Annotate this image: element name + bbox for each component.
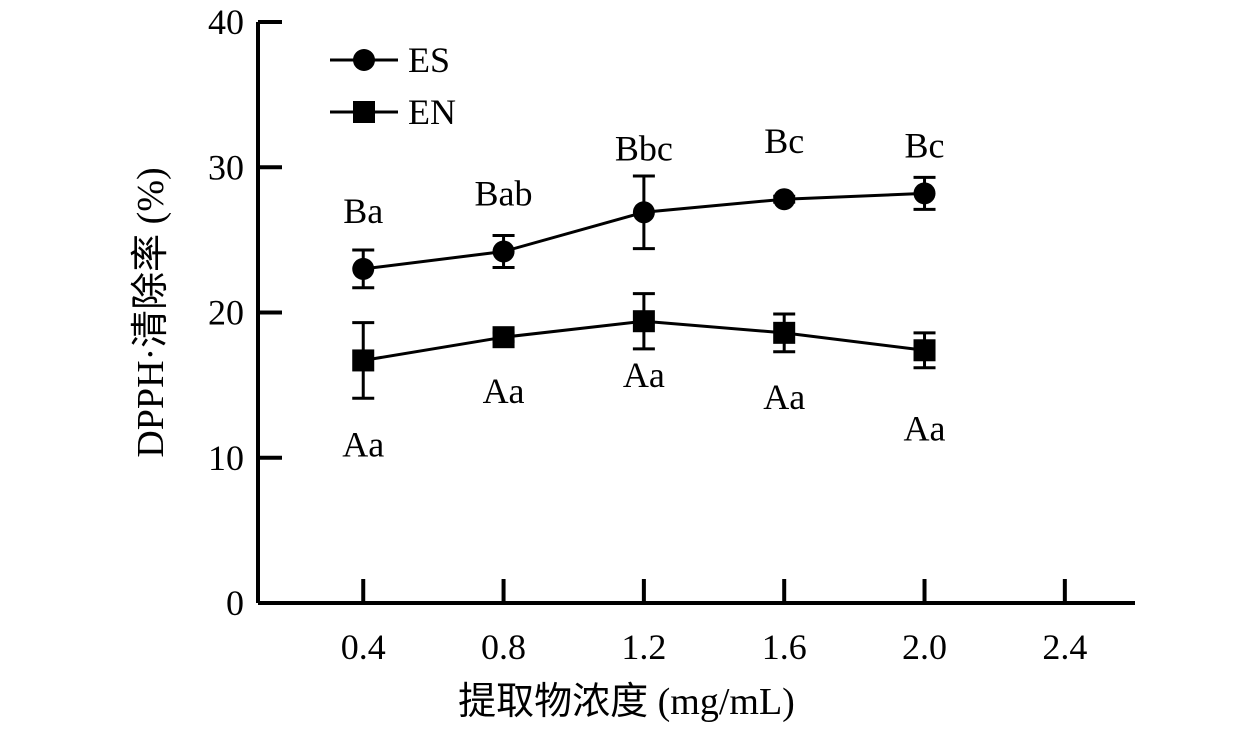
y-tick-label: 30 (208, 147, 244, 187)
series-layer: Ba Bab Bbc Bc Bc Aa Aa Aa Aa Aa (342, 121, 945, 464)
y-tick-label: 0 (226, 583, 244, 623)
y-axis-label: DPPH·清除率 (%) (130, 167, 172, 457)
x-tick-label: 1.6 (762, 627, 807, 667)
x-tick-label: 0.4 (341, 627, 386, 667)
data-point (492, 240, 515, 263)
legend-item-es: ES (330, 40, 450, 80)
legend-label: EN (408, 92, 456, 132)
y-tick-label: 20 (208, 293, 244, 333)
data-point (913, 182, 936, 205)
axes (256, 22, 1135, 605)
legend-label: ES (408, 40, 450, 80)
data-label: Aa (763, 377, 805, 417)
data-point (773, 321, 796, 344)
y-tick-label: 10 (208, 438, 244, 478)
x-tick-label: 2.0 (902, 627, 947, 667)
legend-item-en: EN (330, 92, 456, 132)
legend: ES EN (330, 40, 456, 132)
data-point (352, 349, 375, 372)
data-label: Bab (475, 173, 533, 213)
legend-marker-circle (353, 49, 375, 71)
data-point (352, 257, 375, 280)
data-label: Bc (764, 121, 804, 161)
y-ticks: 0 10 20 30 40 (208, 2, 282, 623)
data-label: Aa (342, 424, 384, 464)
data-point (913, 339, 936, 362)
data-label: Bbc (615, 128, 673, 168)
series-es: Ba Bab Bbc Bc Bc (343, 121, 945, 290)
data-label: Aa (623, 355, 665, 395)
x-tick-label: 0.8 (481, 627, 526, 667)
data-label: Ba (343, 191, 383, 231)
data-point (632, 310, 655, 333)
data-label: Aa (904, 408, 946, 448)
data-label: Aa (483, 371, 525, 411)
data-label: Bc (905, 125, 945, 165)
x-tick-label: 2.4 (1042, 627, 1087, 667)
x-ticks: 0.4 0.8 1.2 1.6 2.0 2.4 (341, 579, 1087, 667)
x-axis-label: 提取物浓度 (mg/mL) (458, 681, 795, 723)
series-en: Aa Aa Aa Aa Aa (342, 292, 946, 464)
data-point (492, 326, 515, 349)
x-tick-label: 1.2 (621, 627, 666, 667)
data-point (773, 188, 796, 211)
y-tick-label: 40 (208, 2, 244, 42)
data-point (632, 201, 655, 224)
legend-marker-square (353, 101, 375, 123)
